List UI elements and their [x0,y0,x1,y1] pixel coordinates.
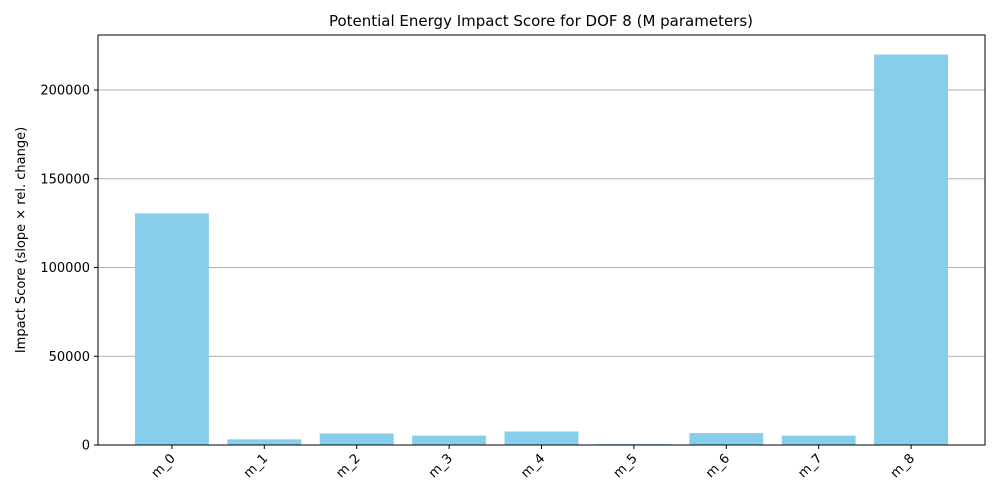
bar-m_1 [227,439,302,445]
bar-m_0 [134,213,209,445]
x-axis-ticks: m_0 m_1 m_2 m_3 m_4 m_5 m_6 m_7 m_8 [149,445,918,481]
y-tick-label: 0 [82,439,90,454]
x-tick-label: m_6 [703,451,733,481]
y-axis-ticks: 0 50000 100000 150000 200000 [40,84,98,454]
x-tick-label: m_5 [611,451,641,481]
bar-m_2 [319,433,394,445]
y-tick-label: 150000 [40,172,90,187]
bar-m_7 [781,435,856,445]
x-tick-label: m_7 [796,451,826,481]
x-tick-label: m_3 [426,451,456,481]
y-tick-label: 50000 [49,350,90,365]
bar-m_6 [689,433,764,445]
x-tick-label: m_8 [888,451,918,481]
grid-lines [98,89,985,357]
y-tick-label: 100000 [40,261,90,276]
y-axis-label: Impact Score (slope × rel. change) [14,127,29,353]
bar-m_4 [504,431,579,445]
x-tick-label: m_4 [518,451,548,481]
bar-m_8 [874,54,949,446]
chart-title: Potential Energy Impact Score for DOF 8 … [329,12,753,30]
plot-frame [97,34,986,446]
x-tick-label: m_1 [241,451,271,481]
x-tick-label: m_2 [334,451,364,481]
y-tick-label: 200000 [40,84,90,99]
x-tick-label: m_0 [149,451,179,481]
bar-m_3 [412,435,487,445]
bars [134,54,949,446]
